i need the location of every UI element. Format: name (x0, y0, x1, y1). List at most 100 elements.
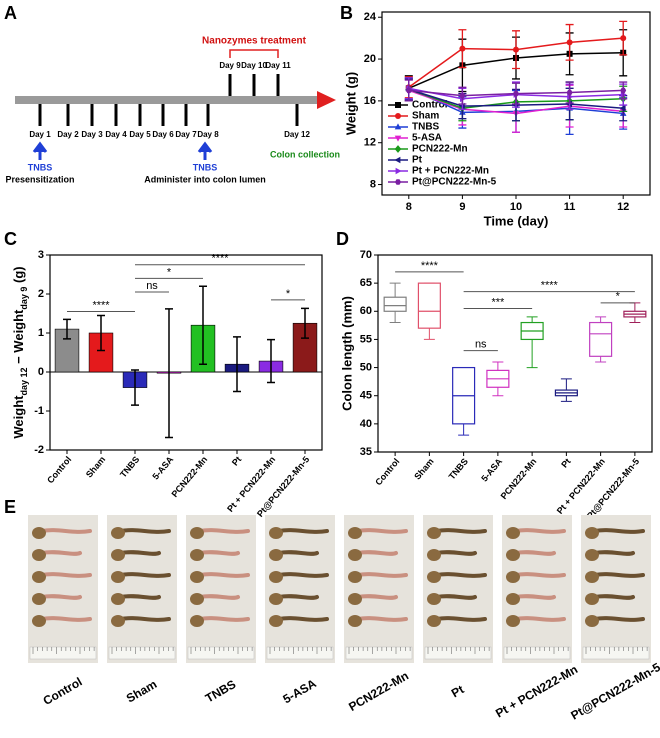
colon-specimen (277, 594, 319, 600)
significance-label: ns (146, 280, 158, 292)
photo (265, 515, 335, 663)
y-label-subscript: day 12 (19, 368, 29, 396)
marker (459, 92, 466, 99)
ruler (187, 646, 255, 660)
colon-specimen (593, 616, 645, 622)
colon-specimen (40, 616, 92, 622)
y-tick-label: 20 (364, 53, 376, 65)
colon-specimen (119, 594, 161, 600)
colon-specimen (119, 616, 171, 622)
marker (459, 45, 466, 52)
y-tick-label: -2 (34, 444, 44, 456)
cecum (585, 527, 599, 539)
cecum (190, 593, 204, 605)
cecum (506, 549, 520, 561)
y-tick-label: 12 (364, 137, 376, 149)
legend-label: TNBS (412, 122, 440, 133)
cecum (506, 571, 520, 583)
colon-specimen (40, 528, 92, 534)
panel-letter: B (340, 3, 353, 23)
colon-specimen (119, 528, 171, 534)
marker (619, 104, 626, 112)
y-label-part: − Weight (11, 309, 26, 368)
error-bar (63, 318, 71, 340)
y-tick-label: 1 (38, 327, 44, 339)
colon-specimen (198, 594, 240, 600)
photo-label: Pt@PCN222-Mn-5 (568, 660, 660, 723)
y-label-part: Weight (11, 395, 26, 439)
cecum (269, 527, 283, 539)
y-tick-label: 70 (360, 249, 372, 261)
y-tick-label: 45 (360, 390, 372, 402)
legend-marker (394, 156, 401, 164)
marker (513, 46, 519, 53)
photo-label: Control (41, 675, 85, 708)
y-tick-label: 2 (38, 288, 44, 300)
y-tick-label: 65 (360, 277, 372, 289)
legend-marker (395, 113, 401, 119)
day-label: Day 7 (175, 130, 197, 139)
panel-letter: A (4, 3, 17, 23)
panel-letter: C (4, 229, 17, 249)
day-label: Day 10 (241, 61, 267, 70)
day-label: Day 12 (284, 130, 310, 139)
x-tick-label: 11 (564, 201, 576, 213)
cecum (32, 593, 46, 605)
legend-marker (395, 102, 401, 108)
legend-label: 5-ASA (412, 133, 442, 144)
legend-marker (394, 145, 402, 153)
significance-label: **** (92, 299, 110, 311)
photo-label: Sham (124, 677, 159, 705)
legend-marker (395, 167, 402, 175)
colon-specimen (514, 528, 566, 534)
legend-marker (394, 123, 402, 130)
colon-specimen (514, 594, 556, 600)
cecum (190, 571, 204, 583)
colon-specimen (435, 528, 487, 534)
cecum (348, 527, 362, 539)
colon-specimen (40, 594, 82, 600)
x-tick-label: PCN222-Mn (170, 454, 210, 499)
y-tick-label: 40 (360, 418, 372, 430)
error-bar (97, 314, 105, 352)
day-label: Day 9 (219, 61, 241, 70)
colon-specimen (356, 616, 408, 622)
colon-specimen (40, 572, 92, 578)
legend-label: PCN222-Mn (412, 144, 468, 155)
day-label: Day 11 (265, 61, 291, 70)
significance-label: **** (541, 279, 559, 291)
x-tick-label: 8 (406, 201, 412, 213)
y-tick-label: 0 (38, 366, 44, 378)
colon-specimen (119, 572, 171, 578)
x-tick-label: 5-ASA (150, 454, 175, 481)
cecum (348, 571, 362, 583)
cecum (506, 527, 520, 539)
error-bar (267, 338, 275, 384)
colon-specimen (593, 550, 635, 556)
day-label: Day 5 (129, 130, 151, 139)
ruler (266, 646, 334, 660)
cecum (32, 615, 46, 627)
photo (502, 515, 572, 663)
cecum (190, 615, 204, 627)
error-bar (233, 336, 241, 393)
colon-specimen (593, 572, 645, 578)
x-tick-label: 9 (459, 201, 465, 213)
colon-specimen (277, 528, 329, 534)
cecum (348, 593, 362, 605)
step-label: Administer into colon lumen (144, 174, 266, 184)
photo-label: Pt + PCN222-Mn (493, 662, 580, 720)
colon-specimen (435, 550, 477, 556)
cecum (585, 549, 599, 561)
marker (405, 87, 412, 94)
day-label: Day 4 (105, 130, 127, 139)
photo (107, 515, 177, 663)
panel-letter: D (336, 229, 349, 249)
error-bar (199, 285, 207, 365)
ruler (424, 646, 492, 660)
cecum (111, 571, 125, 583)
colon-specimen (435, 616, 487, 622)
ruler (503, 646, 571, 660)
day-label: Day 6 (152, 130, 174, 139)
x-tick-label: Control (373, 456, 401, 487)
